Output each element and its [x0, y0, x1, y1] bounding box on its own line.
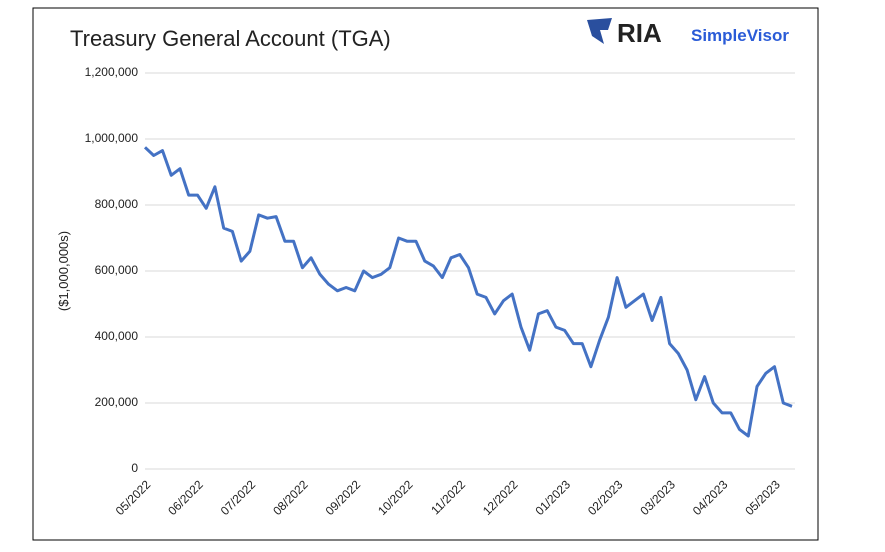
y-tick-label: 800,000	[95, 197, 139, 211]
y-tick-label: 0	[131, 461, 138, 475]
y-tick-label: 1,000,000	[85, 131, 139, 145]
logo-sub: SimpleVisor	[691, 26, 789, 45]
chart-title: Treasury General Account (TGA)	[70, 26, 391, 51]
y-axis-label: ($1,000,000s)	[56, 231, 71, 311]
y-tick-label: 1,200,000	[85, 65, 139, 79]
chart-border	[32, 7, 819, 541]
logo: RIA SimpleVisor	[587, 18, 789, 48]
y-tick-label: 600,000	[95, 263, 139, 277]
y-tick-label: 200,000	[95, 395, 139, 409]
logo-icon	[587, 18, 612, 44]
data-line	[143, 146, 793, 438]
logo-brand: RIA	[617, 18, 662, 48]
y-tick-label: 400,000	[95, 329, 139, 343]
